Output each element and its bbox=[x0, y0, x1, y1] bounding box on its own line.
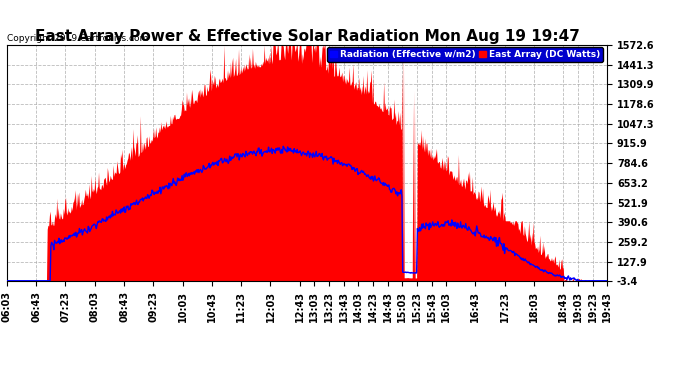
Text: Copyright 2019 Cartronics.com: Copyright 2019 Cartronics.com bbox=[7, 34, 148, 43]
Title: East Array Power & Effective Solar Radiation Mon Aug 19 19:47: East Array Power & Effective Solar Radia… bbox=[34, 29, 580, 44]
Legend: Radiation (Effective w/m2), East Array (DC Watts): Radiation (Effective w/m2), East Array (… bbox=[327, 47, 602, 62]
